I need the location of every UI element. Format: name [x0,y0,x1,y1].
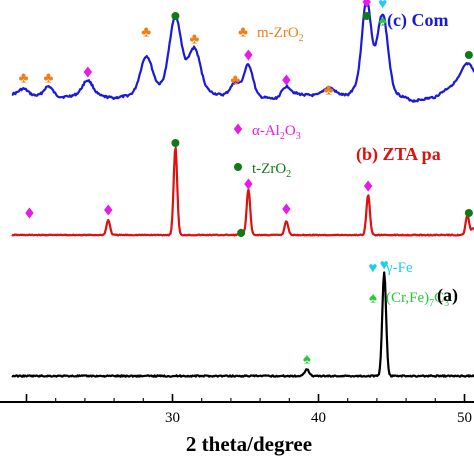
panel-label-b: (b) ZTA pa [356,144,441,165]
marker-b-diamond-icon [25,207,34,219]
legend-label: m-ZrO2 [257,25,304,44]
marker-b-diamond-icon [104,204,113,216]
marker-c-diamond-icon [362,0,371,8]
marker-c-club-icon: ♣ [324,83,334,99]
marker-c-club-icon: ♣ [19,71,29,87]
x-axis-label: 2 theta/degree [186,432,312,456]
x-tick-label: 50 [457,410,472,426]
marker-c-dot-icon [362,12,371,20]
marker-b-dot-icon [237,229,246,237]
panel-label-a: (a) [437,285,458,306]
legend-label: (Cr,Fe)7C3 [386,290,449,309]
peak-markers: ♣♣♣♣♣♣♣♣♥♥♠♥♥♠ [19,0,473,368]
series-b-trace [11,146,474,237]
x-tick-label: 30 [165,410,180,426]
marker-c-club-icon: ♣ [43,71,53,87]
marker-c-heart-icon: ♥ [378,0,387,13]
marker-c-spade-icon: ♠ [379,14,387,30]
panels [11,0,474,378]
legend-club-icon: ♣ [238,25,248,41]
marker-c-club-icon: ♣ [230,73,240,89]
panel-labels: (c) Com (b) ZTA pa (a) [356,10,458,306]
marker-c-club-icon: ♣ [141,25,151,41]
legend-dot-icon [234,163,242,171]
legend-label: α-Al2O3 [252,123,301,142]
series-c-trace [11,0,474,103]
marker-b-dot-icon [464,209,473,217]
panel-label-c: (c) Com [387,10,448,31]
marker-b-diamond-icon [282,203,291,215]
marker-c-diamond-icon [244,49,253,61]
marker-b-diamond-icon [244,178,253,190]
legend-label: t-ZrO2 [252,161,291,180]
legend-label: γ-Fe [385,260,413,276]
legend-spade-icon: ♠ [369,291,377,307]
legend-heart-icon: ♥ [369,261,378,277]
x-axis: 3040506070 [0,394,474,426]
marker-b-dot-icon [171,139,180,147]
marker-c-club-icon: ♣ [189,32,199,48]
legend-diamond-icon [233,123,243,135]
marker-c-dot-icon [171,12,180,20]
marker-c-dot-icon [464,51,473,59]
marker-a-heart-icon: ♥ [380,258,389,274]
x-tick-label: 40 [311,410,326,426]
marker-b-diamond-icon [363,180,373,192]
marker-c-diamond-icon [83,66,93,78]
series-a-trace [11,271,474,378]
marker-a-spade-icon: ♠ [303,352,311,368]
marker-c-diamond-icon [282,74,291,86]
